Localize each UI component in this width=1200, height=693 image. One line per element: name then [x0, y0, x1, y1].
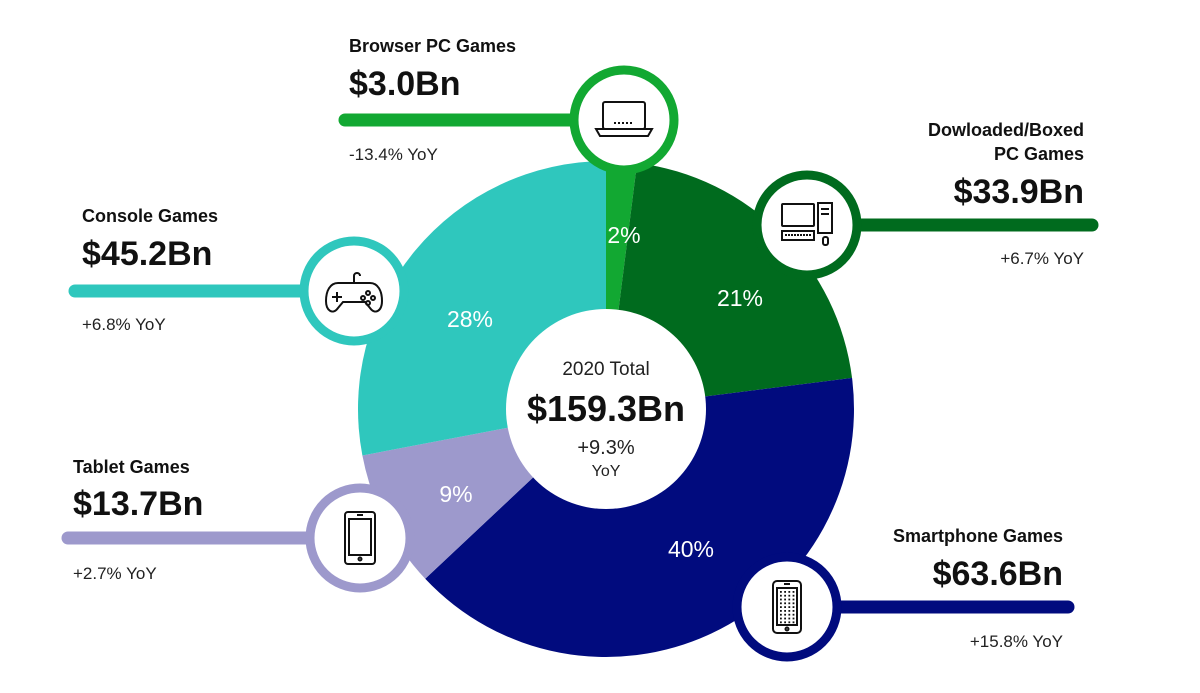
phone-screen-dot	[780, 606, 782, 608]
category-value-smartphone: $63.6Bn	[933, 555, 1063, 593]
phone-screen-dot	[788, 617, 791, 620]
center-total-label: 2020 Total	[562, 359, 649, 380]
category-name-downloaded-line1: Dowloaded/Boxed	[928, 120, 1084, 140]
laptop-icon	[594, 101, 654, 137]
phone-screen-dot	[784, 617, 786, 620]
phone-screen-dot	[780, 594, 782, 597]
phone-screen-dot	[788, 598, 791, 601]
phone-screen-dot	[788, 606, 791, 608]
category-name-tablet: Tablet Games	[73, 457, 190, 477]
tablet-icon	[344, 511, 376, 565]
desktop-computer-icon	[781, 202, 833, 246]
phone-screen-dot	[792, 598, 795, 601]
percent-label-downloaded: 21%	[717, 285, 763, 311]
donut-center-hole	[506, 309, 706, 509]
phone-screen-dot	[780, 617, 782, 620]
phone-screen-dot	[780, 591, 782, 593]
icon-circle-console	[299, 236, 409, 346]
phone-screen-dot	[792, 617, 795, 620]
percent-label-tablet: 9%	[439, 481, 472, 507]
category-value-tablet: $13.7Bn	[73, 485, 203, 523]
category-value-downloaded: $33.9Bn	[954, 173, 1084, 211]
center-total-value: $159.3Bn	[527, 388, 685, 429]
phone-screen-dot	[784, 591, 786, 593]
icon-circle-browser	[569, 65, 679, 175]
category-value-browser: $3.0Bn	[349, 65, 461, 103]
phone-screen-dot	[784, 606, 786, 608]
phone-screen-dot	[784, 613, 786, 616]
phone-screen-dot	[784, 594, 786, 597]
category-yoy-browser: -13.4% YoY	[349, 145, 438, 164]
phone-screen-dot	[784, 602, 786, 605]
phone-screen-dot	[788, 613, 791, 616]
callout-downloaded: Dowloaded/Boxed PC Games $33.9Bn +6.7% Y…	[752, 120, 1099, 280]
category-yoy-smartphone: +15.8% YoY	[970, 632, 1063, 651]
phone-screen-dot	[780, 602, 782, 605]
callout-browser: Browser PC Games $3.0Bn -13.4% YoY	[338, 36, 679, 175]
phone-screen-dot	[788, 610, 791, 612]
phone-screen-dot	[784, 610, 786, 612]
category-yoy-downloaded: +6.7% YoY	[1000, 249, 1084, 268]
phone-screen-dot	[780, 613, 782, 616]
phone-screen-dot	[788, 621, 791, 624]
icon-circle-smartphone	[732, 552, 842, 662]
category-yoy-tablet: +2.7% YoY	[73, 564, 157, 583]
percent-label-smartphone: 40%	[668, 536, 714, 562]
percent-label-browser: 2%	[607, 222, 640, 248]
category-value-console: $45.2Bn	[82, 235, 212, 273]
phone-screen-dot	[788, 591, 791, 593]
category-name-console: Console Games	[82, 206, 218, 226]
center-total-yoy: +9.3%	[577, 437, 634, 459]
smartphone-icon	[772, 580, 802, 634]
category-yoy-console: +6.8% YoY	[82, 315, 166, 334]
phone-screen-dot	[792, 621, 795, 624]
phone-screen-dot	[792, 613, 795, 616]
phone-screen-dot	[788, 602, 791, 605]
gamepad-icon	[324, 272, 384, 313]
phone-screen-dot	[792, 594, 795, 597]
center-total-yoy-unit: YoY	[592, 463, 621, 480]
phone-screen-dot	[792, 591, 795, 593]
phone-screen-dot	[784, 621, 786, 624]
category-name-downloaded-line2: PC Games	[994, 144, 1084, 164]
phone-screen-dot	[792, 606, 795, 608]
phone-screen-dot	[792, 610, 795, 612]
phone-screen-dot	[780, 610, 782, 612]
callout-smartphone: Smartphone Games $63.6Bn +15.8% YoY	[732, 526, 1075, 662]
phone-screen-dot	[792, 602, 795, 605]
category-name-smartphone: Smartphone Games	[893, 526, 1063, 546]
category-name-browser: Browser PC Games	[349, 36, 516, 56]
icon-circle-tablet	[305, 483, 415, 593]
percent-label-console: 28%	[447, 306, 493, 332]
phone-screen-dot	[780, 598, 782, 601]
callout-console: Console Games $45.2Bn +6.8% YoY	[68, 206, 409, 346]
callout-tablet: Tablet Games $13.7Bn +2.7% YoY	[61, 457, 415, 593]
phone-screen-dot	[788, 594, 791, 597]
phone-screen-dot	[780, 621, 782, 624]
phone-screen-dot	[784, 598, 786, 601]
